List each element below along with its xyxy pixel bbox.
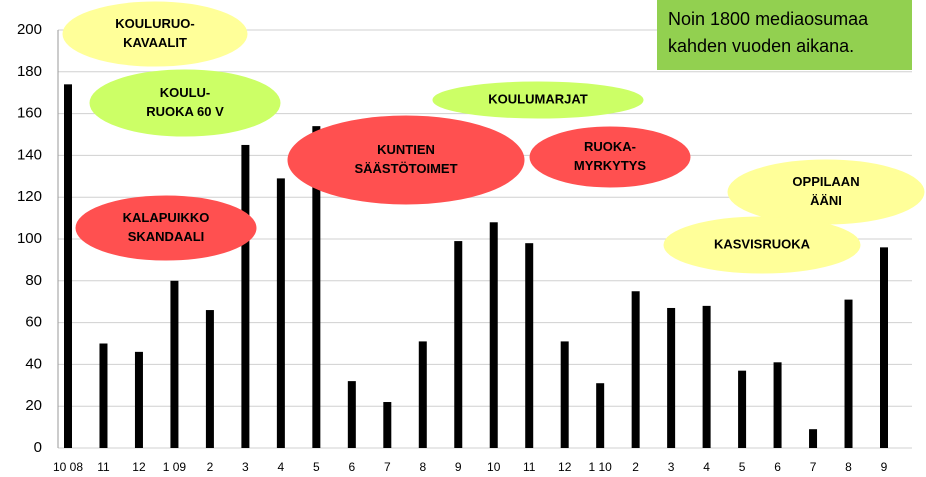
- x-tick-label: 9: [455, 460, 462, 474]
- y-tick-label: 140: [17, 146, 42, 163]
- bar: [241, 144, 250, 448]
- annotation-bubble: [75, 195, 257, 261]
- annotation-bubble: [287, 115, 525, 205]
- annotation-bubble: [663, 216, 861, 274]
- x-tick-label: 5: [739, 460, 746, 474]
- x-tick-label: 1 10: [588, 460, 612, 474]
- bar: [134, 351, 143, 448]
- bar: [844, 299, 853, 448]
- x-tick-label: 1 09: [163, 460, 187, 474]
- annotation-bubble: [62, 1, 248, 67]
- y-tick-label: 60: [25, 314, 42, 331]
- annotation-text: KOULURUO-: [115, 16, 194, 31]
- bar: [418, 341, 427, 448]
- x-tick-label: 2: [632, 460, 639, 474]
- x-tick-label: 3: [242, 460, 249, 474]
- bar: [276, 178, 285, 448]
- bar: [880, 247, 888, 448]
- bar: [667, 307, 676, 448]
- x-tick-label: 9: [881, 460, 888, 474]
- annotation-bubble: [89, 69, 281, 137]
- annotation-text: SKANDAALI: [128, 229, 205, 244]
- y-tick-label: 40: [25, 355, 42, 372]
- x-tick-label: 7: [810, 460, 817, 474]
- bar: [596, 383, 605, 448]
- annotation-text: KASVISRUOKA: [714, 236, 811, 251]
- y-tick-label: 0: [34, 439, 42, 456]
- y-tick-label: 120: [17, 188, 42, 205]
- bar: [312, 126, 321, 448]
- annotation-text: RUOKA 60 V: [146, 104, 224, 119]
- x-tick-label: 11: [523, 460, 536, 474]
- bar: [738, 370, 747, 448]
- bar: [809, 429, 818, 448]
- y-tick-label: 100: [17, 230, 42, 247]
- x-tick-label: 6: [348, 460, 355, 474]
- annotation-text: OPPILAAN: [792, 174, 859, 189]
- annotation-text: ÄÄNI: [810, 193, 842, 208]
- x-tick-label: 4: [278, 460, 285, 474]
- annotation-text: KALAPUIKKO: [123, 210, 210, 225]
- bar: [773, 362, 782, 448]
- y-tick-label: 20: [25, 397, 42, 414]
- annotation-text: MYRKYTYS: [574, 158, 647, 173]
- bar: [702, 305, 711, 448]
- bar: [99, 343, 108, 448]
- note-text: Noin 1800 mediaosumaa: [668, 9, 869, 29]
- annotation-text: KOULU-: [160, 85, 211, 100]
- bar: [205, 310, 214, 448]
- annotation-text: KUNTIEN: [377, 142, 435, 157]
- annotation-text: KAVAALIT: [123, 35, 187, 50]
- x-tick-label: 11: [97, 460, 110, 474]
- x-tick-label: 12: [558, 460, 572, 474]
- bar: [64, 84, 72, 448]
- bar: [170, 280, 179, 448]
- bar: [525, 243, 534, 448]
- bar: [347, 381, 356, 448]
- x-tick-label: 10: [487, 460, 501, 474]
- y-tick-label: 160: [17, 105, 42, 122]
- bar: [560, 341, 569, 448]
- annotation-bubble: [529, 126, 691, 188]
- y-tick-label: 80: [25, 272, 42, 289]
- x-tick-label: 8: [419, 460, 426, 474]
- bar: [631, 291, 640, 448]
- annotation-text: KOULUMARJAT: [488, 91, 587, 106]
- note-box: [657, 0, 912, 70]
- bar: [489, 222, 498, 448]
- x-tick-label: 4: [703, 460, 710, 474]
- x-tick-label: 8: [845, 460, 852, 474]
- x-tick-label: 2: [207, 460, 214, 474]
- bar: [454, 241, 463, 448]
- x-tick-label: 6: [774, 460, 781, 474]
- y-tick-label: 200: [17, 21, 42, 38]
- x-tick-label: 10 08: [53, 460, 83, 474]
- note-text: kahden vuoden aikana.: [668, 36, 854, 56]
- annotation-text: RUOKA-: [584, 139, 636, 154]
- bar: [383, 402, 392, 448]
- annotation-text: SÄÄSTÖTOIMET: [354, 161, 457, 176]
- x-tick-label: 7: [384, 460, 391, 474]
- x-tick-label: 3: [668, 460, 675, 474]
- x-tick-label: 5: [313, 460, 320, 474]
- annotation-bubble: [432, 81, 644, 119]
- y-tick-label: 180: [17, 63, 42, 80]
- x-tick-label: 12: [132, 460, 146, 474]
